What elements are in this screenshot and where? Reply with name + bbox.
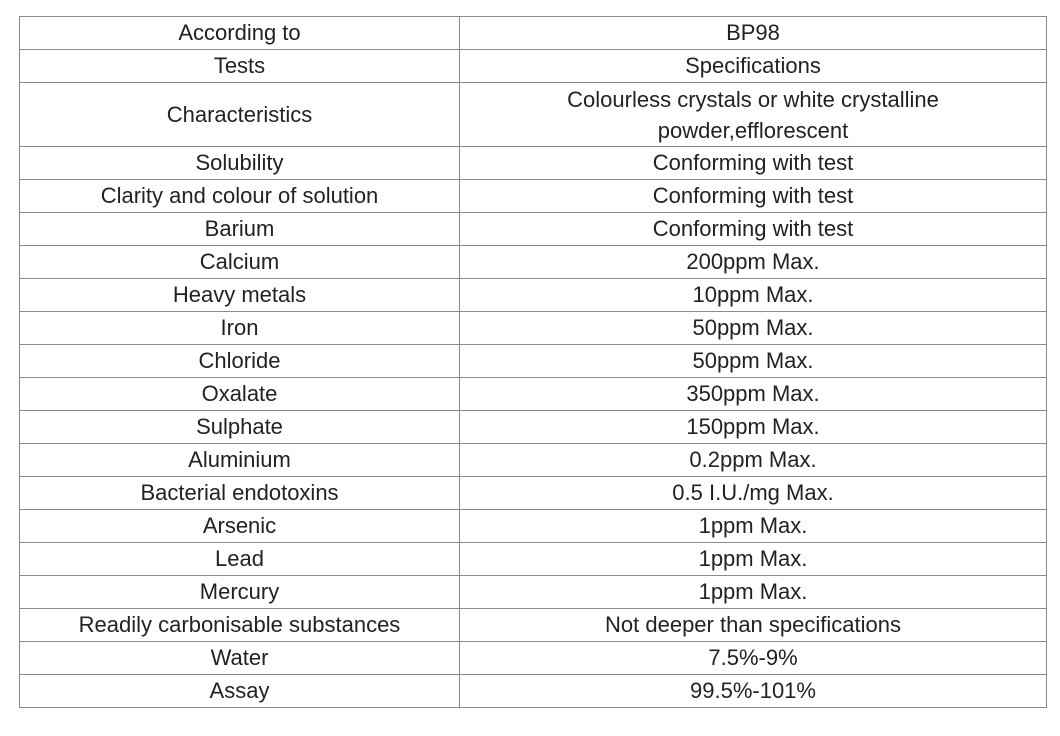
table-row: Clarity and colour of solution Conforming… [19,179,1047,213]
table-row: Solubility Conforming with test [19,146,1047,180]
spec-value: Conforming with test [459,212,1047,246]
spec-line: Colourless crystals or white crystalline [567,86,939,112]
spec-value: 50ppm Max. [459,311,1047,345]
test-name: Chloride [19,344,460,378]
table-row: Arsenic 1ppm Max. [19,509,1047,543]
test-name: Barium [19,212,460,246]
header-according-to: According to [19,16,460,50]
test-name: Oxalate [19,377,460,411]
test-name: Aluminium [19,443,460,477]
table-row: Readily carbonisable substances Not deepe… [19,608,1047,642]
test-name: Heavy metals [19,278,460,312]
spec-value: 1ppm Max. [459,509,1047,543]
test-name: Assay [19,674,460,708]
test-name: Lead [19,542,460,576]
spec-line: powder,efflorescent [657,117,849,143]
table-row: Bacterial endotoxins 0.5 I.U./mg Max. [19,476,1047,510]
spec-value: 50ppm Max. [459,344,1047,378]
test-name: Readily carbonisable substances [19,608,460,642]
test-name: Calcium [19,245,460,279]
table-row: Iron 50ppm Max. [19,311,1047,345]
table-row: Lead 1ppm Max. [19,542,1047,576]
table-row: Barium Conforming with test [19,212,1047,246]
spec-value: 0.5 I.U./mg Max. [459,476,1047,510]
spec-value: Conforming with test [459,146,1047,180]
test-name: Solubility [19,146,460,180]
table-row: Mercury 1ppm Max. [19,575,1047,609]
tests-column-header: Tests [19,49,460,83]
table-row: Heavy metals 10ppm Max. [19,278,1047,312]
spec-value: 350ppm Max. [459,377,1047,411]
spec-value: Not deeper than specifications [459,608,1047,642]
table-row: Characteristics Colourless crystals or w… [19,82,1047,147]
test-name: Water [19,641,460,675]
test-name: Bacterial endotoxins [19,476,460,510]
spec-value: Conforming with test [459,179,1047,213]
test-name: Characteristics [19,82,460,147]
specifications-column-header: Specifications [459,49,1047,83]
table-row: Oxalate 350ppm Max. [19,377,1047,411]
spec-value: 7.5%-9% [459,641,1047,675]
spec-value: 200ppm Max. [459,245,1047,279]
spec-value: 1ppm Max. [459,542,1047,576]
spec-value: 1ppm Max. [459,575,1047,609]
spec-value: 150ppm Max. [459,410,1047,444]
specification-table: According to BP98 Tests Specifications C… [19,16,1047,708]
test-name: Mercury [19,575,460,609]
test-name: Clarity and colour of solution [19,179,460,213]
spec-value: 0.2ppm Max. [459,443,1047,477]
table-row: Chloride 50ppm Max. [19,344,1047,378]
test-name: Sulphate [19,410,460,444]
header-row: According to BP98 [19,16,1047,50]
table-row: Water 7.5%-9% [19,641,1047,675]
spec-value: 10ppm Max. [459,278,1047,312]
table-row: Aluminium 0.2ppm Max. [19,443,1047,477]
test-name: Iron [19,311,460,345]
spec-value: 99.5%-101% [459,674,1047,708]
spec-value: Colourless crystals or white crystalline… [459,82,1047,147]
test-name: Arsenic [19,509,460,543]
table-row: Sulphate 150ppm Max. [19,410,1047,444]
table-row: Calcium 200ppm Max. [19,245,1047,279]
header-standard: BP98 [459,16,1047,50]
subheader-row: Tests Specifications [19,49,1047,83]
table-row: Assay 99.5%-101% [19,674,1047,708]
